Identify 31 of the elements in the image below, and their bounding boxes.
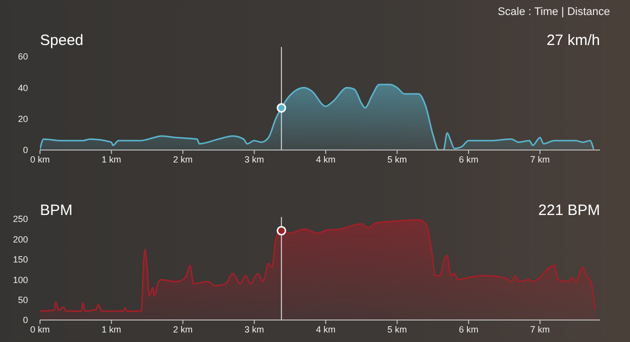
x-tick-label: 1 km [102,324,122,334]
text: Scale : Time | Distance [498,6,610,18]
y-tick-label: 50 [18,295,28,305]
x-tick-label: 6 km [458,324,478,334]
x-tick-label: 4 km [316,154,336,164]
x-tick-label: 0 km [30,324,50,334]
x-tick-label: 5 km [387,154,407,164]
chart-title: BPM [40,202,73,219]
x-tick-label: 3 km [244,154,264,164]
x-tick-label: 7 km [530,324,550,334]
x-tick-label: 1 km [102,154,122,164]
x-tick-label: 3 km [244,324,264,334]
x-tick-label: 0 km [30,154,50,164]
y-tick-label: 250 [12,214,28,224]
annotation: 221 BPM [538,202,600,219]
x-tick-label: 2 km [173,324,193,334]
x-tick-label: 2 km [173,154,193,164]
chart-title: Speed [40,32,84,49]
y-tick-label: 0 [22,315,28,326]
y-tick-label: 150 [12,254,28,265]
x-tick-label: 6 km [458,154,478,164]
x-tick-label: 5 km [387,324,407,334]
y-tick-label: 200 [12,234,28,244]
y-tick-label: 40 [18,82,28,93]
y-tick-label: 20 [18,114,28,124]
y-tick-label: 100 [12,274,28,285]
x-tick-label: 4 km [316,324,336,334]
y-tick-label: 60 [18,52,28,62]
y-tick-label: 0 [22,145,28,156]
annotation: 27 km/h [546,32,600,49]
x-tick-label: 7 km [530,154,550,164]
